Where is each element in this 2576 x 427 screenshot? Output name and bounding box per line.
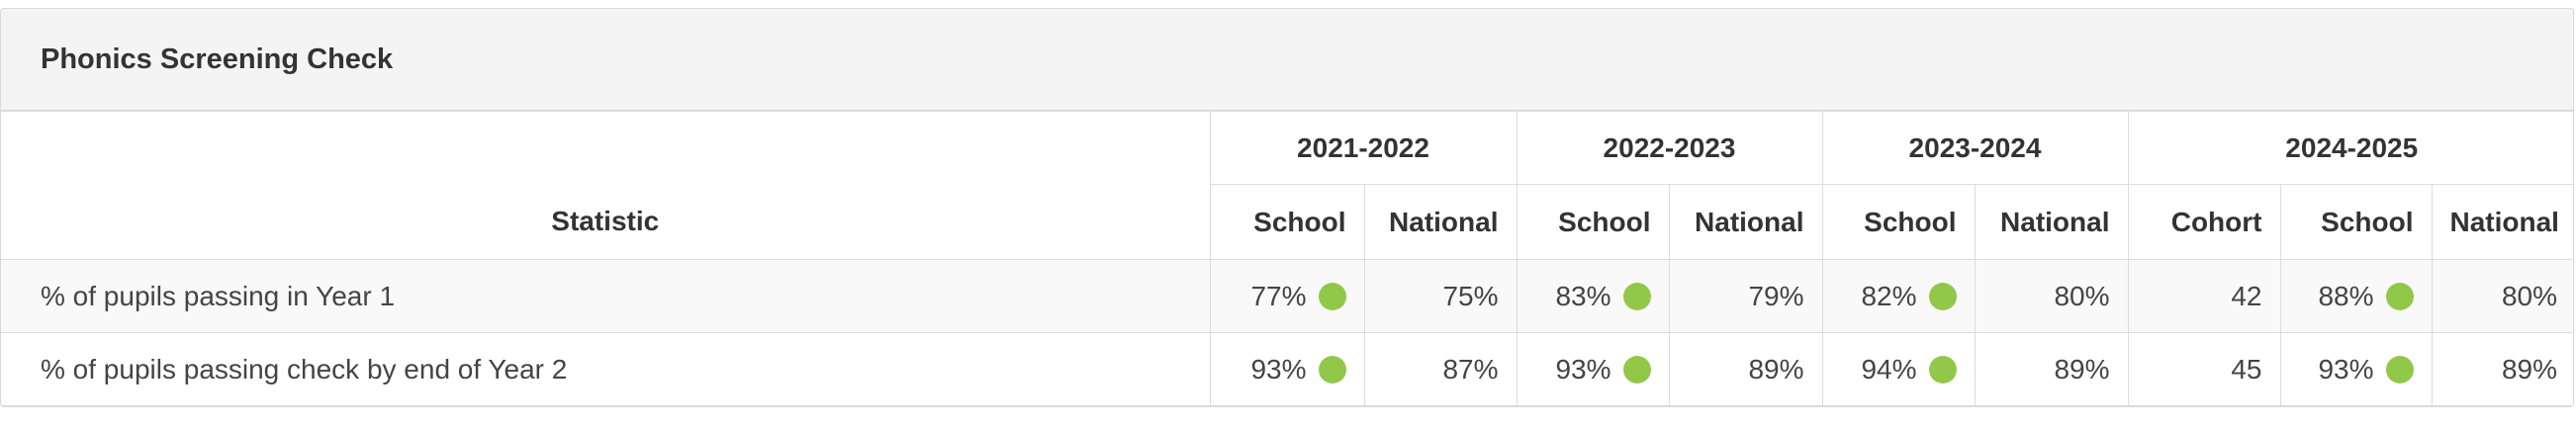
cell-value: 83% (1555, 280, 1611, 311)
statistic-header: Statistic (1, 111, 1211, 260)
column-header: National (2431, 184, 2573, 260)
status-dot (1928, 282, 1957, 310)
year-header: 2024-2025 (2127, 111, 2573, 185)
status-dot (2385, 355, 2414, 384)
cell: 79% (1668, 259, 1823, 333)
column-header: School (1209, 184, 1365, 260)
cell: 89% (1668, 332, 1823, 406)
column-header: National (1974, 184, 2129, 260)
cell-value: 94% (1861, 353, 1917, 384)
cell: 80% (1974, 259, 2129, 333)
cell-value: 93% (1555, 353, 1611, 384)
column-header: National (1668, 184, 1823, 260)
column-header: School (1821, 184, 1976, 260)
cell: 89% (1974, 332, 2129, 406)
panel: Phonics Screening Check Statistic 2021-20… (0, 8, 2574, 407)
column-header: Cohort (2127, 184, 2281, 260)
cell: 87% (1363, 332, 1518, 406)
cell: 82% (1821, 259, 1976, 333)
cell-value: 87% (1442, 353, 1499, 384)
column-header: School (2279, 184, 2433, 260)
cell-value: 75% (1442, 280, 1499, 311)
column-header: School (1516, 184, 1670, 260)
cell-value: 89% (1748, 353, 1804, 384)
data-row: % of pupils passing check by end of Year… (1, 332, 2573, 406)
status-dot (1622, 355, 1651, 384)
cell-value: 89% (2054, 353, 2110, 384)
cell-value: 88% (2318, 280, 2374, 311)
cell-value: 80% (2054, 280, 2110, 311)
cell-value: 80% (2501, 280, 2558, 311)
year-header: 2022-2023 (1516, 111, 1823, 185)
cell: 75% (1363, 259, 1518, 333)
status-dot (1928, 355, 1957, 384)
cell: 83% (1516, 259, 1670, 333)
table-body: Statistic 2021-2022 2022-2023 2023-2024 2024… (1, 111, 2573, 406)
row-label: % of pupils passing check by end of Year… (1, 332, 1211, 406)
statistics-table: Statistic 2021-2022 2022-2023 2023-2024 2024… (1, 111, 2573, 406)
cell-value: 89% (2501, 353, 2558, 384)
cell: 93% (1209, 332, 1365, 406)
cell: 45 (2127, 332, 2281, 406)
column-header: National (1363, 184, 1518, 260)
cell-value: 42 (2231, 280, 2262, 311)
year-header: 2023-2024 (1821, 111, 2129, 185)
cell-value: 93% (2318, 353, 2374, 384)
cell: 89% (2431, 332, 2573, 406)
cell-value: 82% (1861, 280, 1917, 311)
cell: 93% (1516, 332, 1670, 406)
panel-title: Phonics Screening Check (1, 9, 2573, 111)
cell: 77% (1209, 259, 1365, 333)
cell-value: 45 (2231, 353, 2262, 384)
cell-value: 79% (1748, 280, 1804, 311)
cell: 94% (1821, 332, 1976, 406)
year-row: Statistic 2021-2022 2022-2023 2023-2024 2024… (1, 111, 2573, 260)
status-dot (1622, 282, 1651, 310)
cell: 42 (2127, 259, 2281, 333)
cell: 93% (2279, 332, 2433, 406)
year-header: 2021-2022 (1209, 111, 1518, 185)
status-dot (1318, 355, 1346, 384)
cell: 80% (2431, 259, 2573, 333)
row-label: % of pupils passing in Year 1 (1, 259, 1211, 333)
cell: 88% (2279, 259, 2433, 333)
status-dot (2385, 282, 2414, 310)
cell-value: 93% (1250, 353, 1307, 384)
data-row: % of pupils passing in Year 1 77% 75% 83% 79… (1, 259, 2573, 333)
cell-value: 77% (1250, 280, 1307, 311)
status-dot (1318, 282, 1346, 310)
